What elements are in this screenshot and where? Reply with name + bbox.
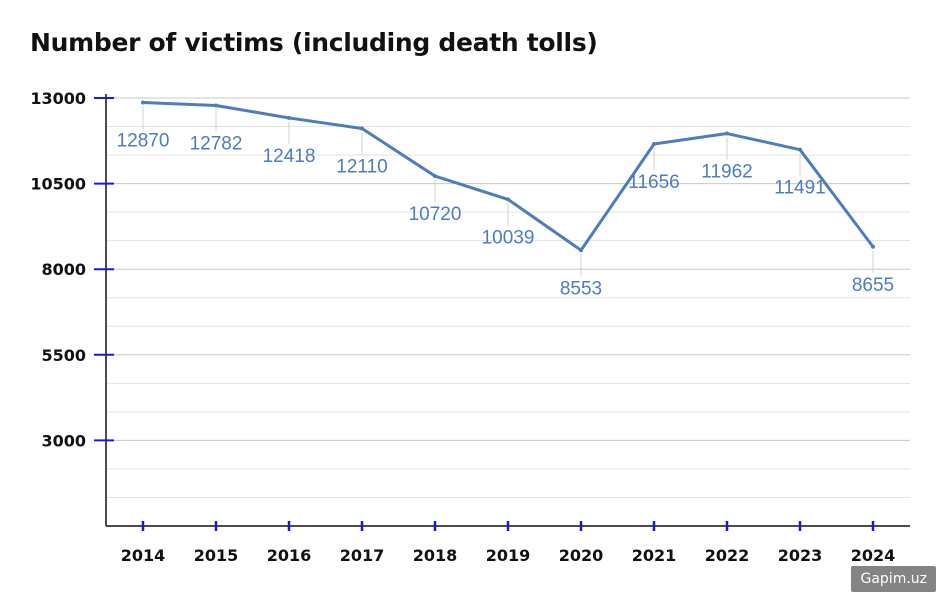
data-point: [871, 244, 875, 249]
data-label: 8655: [852, 275, 894, 296]
data-label: 10039: [482, 227, 535, 248]
x-tick-label: 2017: [340, 546, 385, 565]
x-tick-label: 2019: [486, 546, 531, 565]
data-point: [798, 147, 802, 152]
data-point: [725, 131, 729, 136]
series-line-group: [141, 100, 875, 253]
y-tick-label: 13000: [30, 89, 86, 108]
y-tick-label: 10500: [30, 175, 86, 194]
x-tick-label: 2022: [705, 546, 750, 565]
data-label: 11656: [628, 172, 679, 193]
data-labels: 12870 12782 12418 12110 10720 10039 8553 11656 1…: [117, 130, 895, 299]
data-label: 12870: [117, 130, 170, 151]
x-tick-label: 2018: [413, 546, 458, 565]
data-point: [360, 126, 364, 131]
data-point: [433, 174, 437, 179]
data-point: [579, 248, 583, 253]
data-label: 12782: [190, 133, 243, 154]
data-label: 10720: [409, 204, 462, 225]
y-tick-label: 8000: [41, 260, 86, 279]
x-tick-label: 2014: [121, 546, 166, 565]
y-tick-label: 5500: [41, 346, 86, 365]
data-point: [141, 100, 145, 105]
x-tick-label: 2021: [632, 546, 677, 565]
chart-title: Number of victims (including death tolls…: [30, 28, 598, 57]
data-point: [214, 103, 218, 108]
data-point: [287, 115, 291, 120]
axes: [105, 94, 910, 527]
label-leaders: [142, 106, 874, 277]
x-tick-label: 2015: [194, 546, 239, 565]
data-label: 8553: [560, 278, 602, 299]
x-tick-label: 2024: [851, 546, 896, 565]
data-label: 12110: [336, 156, 387, 177]
data-label: 11491: [774, 178, 825, 199]
grid-lines: [106, 97, 910, 498]
x-tick-label: 2023: [778, 546, 823, 565]
data-point: [652, 142, 656, 147]
data-label: 11962: [701, 162, 752, 183]
x-tick-label: 2016: [267, 546, 312, 565]
axis-ticks: 3000 5500 8000 10500 13000 2014 2015 2016 2017 20…: [30, 89, 895, 565]
data-point: [506, 197, 510, 202]
y-tick-label: 3000: [41, 431, 86, 450]
data-label: 12418: [263, 146, 316, 167]
watermark-badge: Gapim.uz: [851, 566, 936, 592]
x-tick-label: 2020: [559, 546, 604, 565]
